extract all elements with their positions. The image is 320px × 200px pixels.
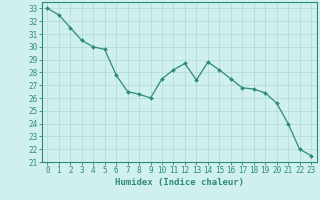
X-axis label: Humidex (Indice chaleur): Humidex (Indice chaleur) [115,178,244,187]
